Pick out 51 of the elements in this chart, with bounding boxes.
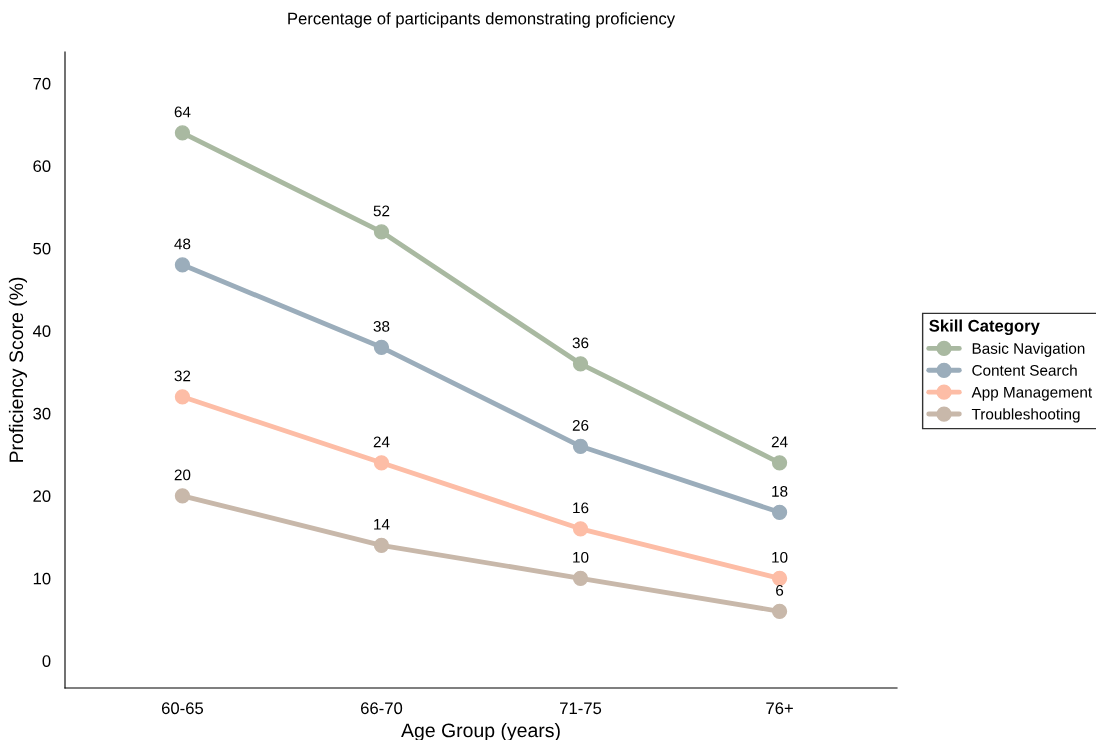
data-label: 10 xyxy=(772,551,788,563)
legend-title: Skill Category xyxy=(929,319,1040,336)
point xyxy=(174,488,191,504)
point xyxy=(771,504,788,520)
data-label: 20 xyxy=(174,469,191,481)
point xyxy=(174,257,191,273)
x-tick-label: 76+ xyxy=(766,702,793,715)
legend-label: Troubleshooting xyxy=(971,408,1080,423)
point xyxy=(373,224,390,240)
y-tick-label: 30 xyxy=(33,407,51,420)
y-tick-label: 40 xyxy=(32,325,51,338)
legend-label: App Management xyxy=(971,387,1093,401)
point xyxy=(771,570,788,586)
point xyxy=(572,521,589,537)
point xyxy=(572,570,589,586)
data-label: 24 xyxy=(771,436,788,448)
y-tick-label: 60 xyxy=(33,160,51,173)
y-tick-label: 50 xyxy=(33,242,51,255)
x-tick-label: 66-70 xyxy=(361,702,403,715)
y-tick-label: 70 xyxy=(33,77,51,90)
point xyxy=(174,125,191,141)
point xyxy=(373,537,390,553)
legend-label: Content Search xyxy=(972,364,1077,376)
point xyxy=(373,339,390,355)
data-label: 6 xyxy=(776,584,784,596)
data-label: 36 xyxy=(572,337,589,349)
data-label: 48 xyxy=(174,238,191,250)
legend-label: Basic Navigation xyxy=(972,342,1085,357)
y-tick-label: 10 xyxy=(33,572,51,585)
point xyxy=(373,455,390,471)
data-label: 52 xyxy=(373,205,390,217)
data-label: 18 xyxy=(772,485,788,497)
chart-title: Percentage of participants demonstrating proficiency xyxy=(288,12,676,28)
data-label: 14 xyxy=(374,519,390,530)
x-tick-label: 60-65 xyxy=(161,702,204,715)
data-label: 16 xyxy=(573,502,589,514)
point xyxy=(572,438,589,454)
x-tick-label: 71-75 xyxy=(560,702,602,715)
y-tick-label: 20 xyxy=(33,490,51,502)
data-label: 26 xyxy=(572,419,589,431)
point xyxy=(174,389,191,405)
point xyxy=(771,603,788,619)
data-label: 10 xyxy=(573,551,589,563)
point xyxy=(771,455,788,471)
data-label: 64 xyxy=(174,106,191,118)
data-label: 24 xyxy=(373,436,390,448)
data-label: 32 xyxy=(174,370,191,382)
data-label: 38 xyxy=(373,320,390,332)
point xyxy=(572,356,589,372)
y-tick-label: 0 xyxy=(42,655,51,667)
y-axis-title: Proficiency Score (%) xyxy=(8,277,28,462)
